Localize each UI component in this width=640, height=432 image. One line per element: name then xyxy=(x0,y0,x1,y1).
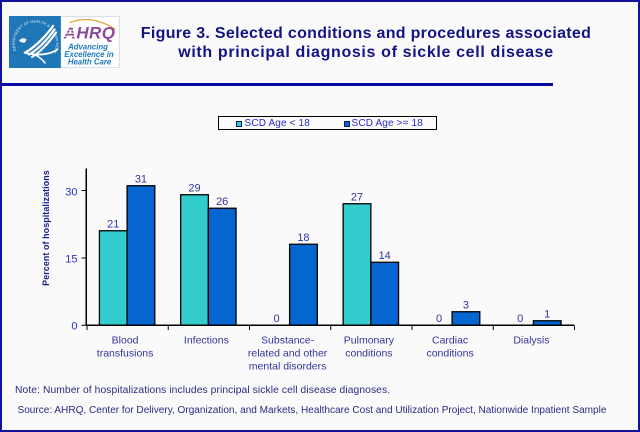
svg-text:27: 27 xyxy=(351,191,363,203)
svg-text:15: 15 xyxy=(65,253,77,265)
svg-text:0: 0 xyxy=(274,313,280,325)
svg-text:0: 0 xyxy=(71,321,77,333)
svg-text:14: 14 xyxy=(379,250,391,262)
svg-text:0: 0 xyxy=(436,313,442,325)
svg-text:related and other: related and other xyxy=(248,348,328,360)
svg-text:3: 3 xyxy=(463,299,469,311)
svg-text:31: 31 xyxy=(135,173,147,185)
svg-text:30: 30 xyxy=(65,186,77,198)
svg-text:18: 18 xyxy=(297,232,309,244)
svg-text:Blood: Blood xyxy=(112,334,139,346)
svg-text:Advancing: Advancing xyxy=(67,43,108,52)
svg-text:Pulmonary: Pulmonary xyxy=(344,334,395,346)
svg-text:AHRQ: AHRQ xyxy=(63,23,116,42)
svg-text:mental disorders: mental disorders xyxy=(249,361,327,373)
svg-text:conditions: conditions xyxy=(345,348,392,360)
svg-text:Cardiac: Cardiac xyxy=(432,334,468,346)
svg-text:29: 29 xyxy=(188,182,200,194)
svg-text:Substance-: Substance- xyxy=(261,334,315,346)
svg-text:1: 1 xyxy=(544,308,550,320)
svg-text:0: 0 xyxy=(517,313,523,325)
svg-text:26: 26 xyxy=(216,196,228,208)
svg-text:conditions: conditions xyxy=(426,348,473,360)
svg-text:21: 21 xyxy=(107,218,119,230)
svg-text:Infections: Infections xyxy=(184,334,229,346)
svg-text:Health Care: Health Care xyxy=(68,58,112,67)
svg-text:Excellence in: Excellence in xyxy=(64,50,114,59)
svg-text:Dialysis: Dialysis xyxy=(513,334,549,346)
svg-text:transfusions: transfusions xyxy=(97,348,154,360)
